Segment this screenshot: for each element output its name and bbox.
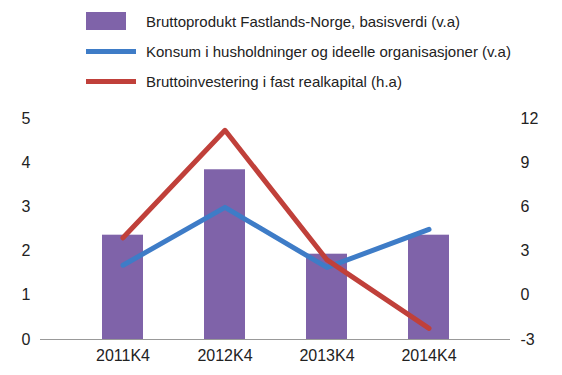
svg-text:9: 9	[521, 154, 530, 171]
svg-text:2012K4: 2012K4	[197, 347, 252, 364]
svg-text:0: 0	[22, 331, 31, 348]
svg-text:12: 12	[521, 110, 539, 127]
svg-text:5: 5	[22, 110, 31, 127]
svg-text:6: 6	[521, 198, 530, 215]
html-text:Bruttoinvestering i fast realk: Bruttoinvestering i fast realkapital (h.…	[146, 72, 402, 90]
svg-text:3: 3	[22, 198, 31, 215]
html-text:Konsum i husholdninger og idee: Konsum i husholdninger og ideelle organi…	[146, 42, 511, 60]
svg-text:2: 2	[22, 242, 31, 259]
svg-text:1: 1	[22, 286, 31, 303]
svg-text:3: 3	[521, 242, 530, 259]
svg-text:2011K4: 2011K4	[96, 347, 150, 364]
svg-text:-3: -3	[521, 331, 535, 348]
svg-text:4: 4	[22, 154, 31, 171]
html-text:Bruttoprodukt Fastlands-Norge,: Bruttoprodukt Fastlands-Norge, basisverd…	[146, 12, 460, 30]
svg-text:2013K4: 2013K4	[299, 347, 354, 364]
svg-text:2014K4: 2014K4	[401, 347, 456, 364]
svg-text:0: 0	[521, 286, 530, 303]
